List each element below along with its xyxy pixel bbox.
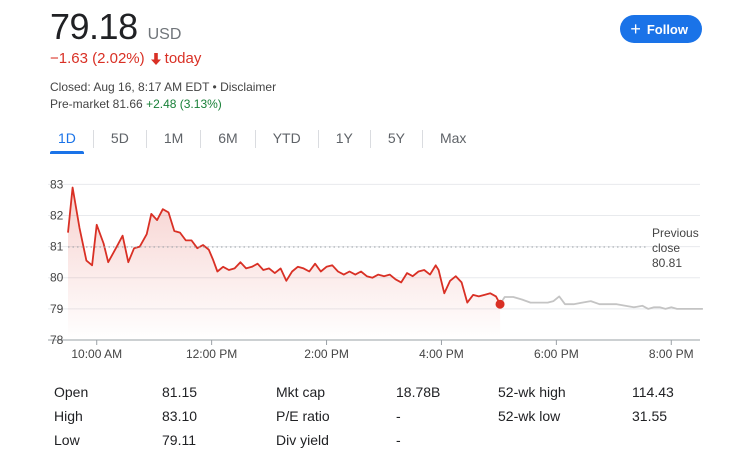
stat-open-label: Open bbox=[54, 384, 89, 400]
follow-button[interactable]: + Follow bbox=[620, 15, 702, 43]
y-tick-label: 80 bbox=[50, 271, 64, 285]
x-tick-label: 12:00 PM bbox=[186, 347, 237, 361]
stat-open-value: 81.15 bbox=[162, 384, 198, 400]
tab-max[interactable]: Max bbox=[439, 130, 467, 146]
tab-divider bbox=[317, 130, 319, 148]
premarket-info: Pre-market 81.66 +2.48 (3.13%) bbox=[50, 97, 222, 111]
price-area-fill bbox=[68, 187, 501, 340]
y-tick-label: 78 bbox=[50, 333, 64, 347]
stats-row: High 83.10 P/E ratio - 52-wk low 31.55 bbox=[0, 408, 744, 428]
tab-divider bbox=[145, 130, 147, 148]
tab-divider bbox=[369, 130, 371, 148]
last-price-dot bbox=[495, 299, 505, 309]
tab-divider bbox=[92, 130, 94, 148]
tab-5y[interactable]: 5Y bbox=[387, 130, 405, 146]
price-header: 79.18 USD bbox=[50, 6, 181, 48]
tab-5d[interactable]: 5D bbox=[110, 130, 129, 146]
range-tabs: 1D 5D 1M 6M YTD 1Y 5Y Max bbox=[50, 128, 474, 154]
previous-close-label: Previous bbox=[652, 226, 699, 240]
y-tick-label: 79 bbox=[50, 302, 64, 316]
stat-div-label: Div yield bbox=[276, 432, 329, 448]
stat-high-value: 83.10 bbox=[162, 408, 198, 424]
change-value: −1.63 (2.02%) bbox=[50, 50, 145, 67]
stat-mktcap-label: Mkt cap bbox=[276, 384, 326, 400]
change-suffix: today bbox=[164, 50, 202, 67]
follow-label: Follow bbox=[646, 21, 688, 37]
stat-52wk-low-value: 31.55 bbox=[632, 408, 668, 424]
tab-1m[interactable]: 1M bbox=[163, 130, 184, 146]
tab-divider bbox=[254, 130, 256, 148]
currency-label: USD bbox=[147, 26, 182, 43]
arrow-down-icon bbox=[150, 52, 161, 65]
regular-session-line bbox=[67, 186, 501, 305]
stat-52wk-high-label: 52-wk high bbox=[498, 384, 566, 400]
stat-low-label: Low bbox=[54, 432, 80, 448]
price-change: −1.63 (2.02%) today bbox=[50, 50, 201, 67]
tab-ytd[interactable]: YTD bbox=[272, 130, 301, 146]
x-tick-label: 2:00 PM bbox=[304, 347, 349, 361]
after-hours-line bbox=[499, 295, 703, 310]
stat-pe-label: P/E ratio bbox=[276, 408, 330, 424]
tab-1d[interactable]: 1D bbox=[50, 128, 84, 154]
premarket-label: Pre-market 81.66 bbox=[50, 97, 143, 111]
stat-div-value: - bbox=[396, 432, 401, 448]
stat-pe-value: - bbox=[396, 408, 401, 424]
x-tick-label: 4:00 PM bbox=[419, 347, 464, 361]
stat-52wk-low-label: 52-wk low bbox=[498, 408, 561, 424]
price-chart[interactable]: 83 82 81 80 79 78 10:00 AM 12:00 PM 2:00 PM 4:00… bbox=[0, 165, 744, 365]
x-tick-label: 10:00 AM bbox=[71, 347, 122, 361]
stat-high-label: High bbox=[54, 408, 83, 424]
y-tick-label: 82 bbox=[50, 208, 64, 222]
tab-divider bbox=[421, 130, 423, 148]
stats-row: Low 79.11 Div yield - bbox=[0, 432, 744, 452]
stat-low-value: 79.11 bbox=[162, 432, 196, 448]
previous-close-label: 80.81 bbox=[652, 256, 682, 270]
y-tick-label: 81 bbox=[50, 240, 64, 254]
tab-6m[interactable]: 6M bbox=[218, 130, 238, 146]
tab-1y[interactable]: 1Y bbox=[335, 130, 353, 146]
x-tick-label: 8:00 PM bbox=[649, 347, 694, 361]
current-price: 79.18 bbox=[50, 6, 138, 47]
y-tick-label: 83 bbox=[50, 177, 64, 191]
tab-divider bbox=[200, 130, 202, 148]
premarket-change: +2.48 (3.13%) bbox=[146, 97, 222, 111]
plus-icon: + bbox=[630, 19, 641, 39]
previous-close-label: close bbox=[652, 241, 680, 255]
stat-mktcap-value: 18.78B bbox=[396, 384, 441, 400]
stats-row: Open 81.15 Mkt cap 18.78B 52-wk high 114… bbox=[0, 384, 744, 404]
stat-52wk-high-value: 114.43 bbox=[632, 384, 674, 400]
x-tick-label: 6:00 PM bbox=[534, 347, 579, 361]
closed-info: Closed: Aug 16, 8:17 AM EDT • Disclaimer bbox=[50, 80, 277, 94]
